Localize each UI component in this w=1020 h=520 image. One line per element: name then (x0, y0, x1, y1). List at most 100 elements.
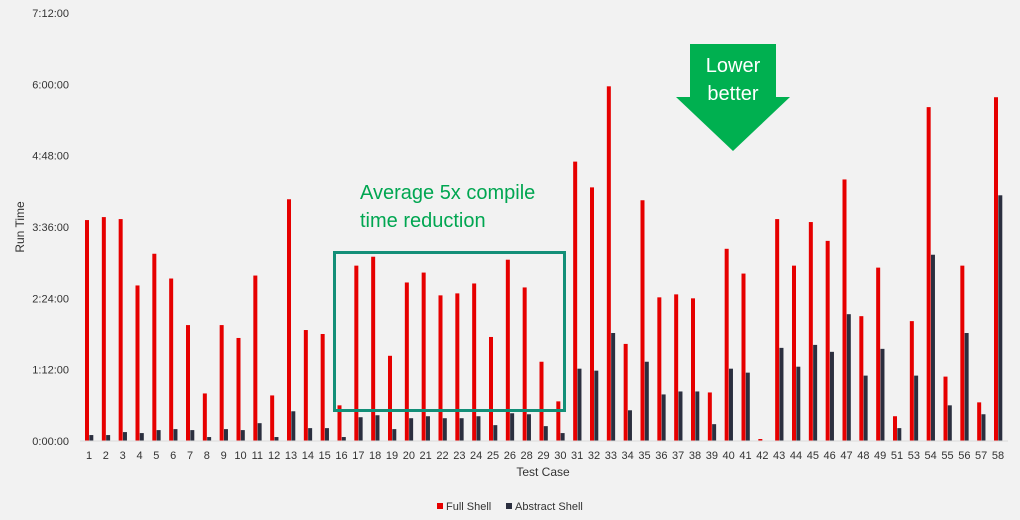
bar-abstract-shell (274, 437, 279, 441)
x-tick-label: 7 (187, 450, 193, 462)
x-tick-label: 33 (605, 450, 617, 462)
x-tick-label: 8 (204, 450, 210, 462)
bar-abstract-shell (813, 344, 818, 441)
x-tick-label: 56 (958, 450, 970, 462)
bar-full-shell (202, 393, 207, 441)
bar-full-shell (320, 334, 325, 441)
bar-full-shell (657, 297, 662, 441)
bar-full-shell (893, 416, 897, 441)
legend-label-abstract-shell: Abstract Shell (515, 501, 583, 513)
x-tick-label: 46 (824, 450, 836, 462)
bar-full-shell (775, 219, 780, 441)
y-axis-title: Run Time (13, 201, 27, 253)
bar-full-shell (236, 337, 241, 441)
x-tick-label: 9 (221, 450, 227, 462)
bar-abstract-shell (223, 429, 228, 441)
bar-abstract-shell (779, 347, 784, 441)
bar-full-shell (303, 330, 308, 441)
x-tick-label: 34 (622, 450, 634, 462)
bar-full-shell (455, 293, 460, 441)
y-tick-label: 0:00:00 (32, 436, 69, 448)
bar-abstract-shell (257, 423, 262, 441)
bar-abstract-shell (745, 372, 750, 441)
bar-full-shell (623, 343, 628, 441)
bar-abstract-shell (358, 417, 363, 441)
bar-abstract-shell (240, 430, 245, 441)
highlight-box (333, 251, 566, 412)
down-arrow-icon (676, 44, 790, 151)
bar-full-shell (758, 439, 763, 441)
x-axis-title: Test Case (516, 465, 570, 479)
bar-abstract-shell (981, 414, 986, 441)
bar-abstract-shell (627, 410, 632, 441)
y-tick-label: 7:12:00 (32, 8, 69, 20)
x-tick-label: 37 (672, 450, 684, 462)
bar-full-shell (421, 272, 426, 441)
x-tick-label: 30 (554, 450, 566, 462)
x-tick-label: 43 (773, 450, 785, 462)
bar-abstract-shell (476, 416, 481, 441)
bar-full-shell (287, 199, 291, 441)
bar-full-shell (926, 107, 931, 442)
bar-abstract-shell (341, 437, 346, 441)
bar-full-shell (876, 267, 881, 441)
bar-full-shell (909, 321, 914, 441)
bar-abstract-shell (930, 254, 935, 441)
x-tick-label: 39 (706, 450, 718, 462)
box-note-line1: Average 5x compile (360, 182, 535, 204)
x-tick-label: 51 (891, 450, 903, 462)
bar-full-shell (994, 97, 998, 442)
x-tick-label: 26 (504, 450, 516, 462)
x-tick-label: 32 (588, 450, 600, 462)
bar-full-shell (556, 401, 561, 441)
x-tick-label: 41 (739, 450, 751, 462)
bar-abstract-shell (291, 411, 296, 441)
bar-full-shell (825, 240, 830, 441)
bar-full-shell (253, 275, 258, 441)
bar-full-shell (943, 376, 948, 441)
bar-full-shell (101, 217, 106, 441)
bar-full-shell (404, 282, 409, 441)
bar-full-shell (539, 361, 544, 441)
bar-full-shell (472, 283, 477, 441)
bar-abstract-shell (695, 391, 700, 441)
bar-abstract-shell (897, 428, 902, 441)
x-tick-label: 21 (420, 450, 432, 462)
bar-abstract-shell (493, 425, 498, 441)
legend: Full Shell Abstract Shell (437, 501, 583, 513)
lower-better-arrow: Lower better (676, 44, 790, 151)
bar-abstract-shell (846, 314, 851, 441)
bar-full-shell (792, 265, 796, 441)
bar-full-shell (522, 287, 527, 441)
x-tick-label: 12 (268, 450, 280, 462)
bar-full-shell (606, 86, 611, 441)
x-tick-label: 54 (925, 450, 937, 462)
bar-full-shell (691, 298, 695, 441)
bar-full-shell (388, 355, 392, 441)
x-tick-label: 49 (874, 450, 886, 462)
arrow-line1: Lower (706, 55, 761, 77)
bar-abstract-shell (611, 333, 616, 441)
bar-abstract-shell (207, 437, 212, 441)
bar-full-shell (707, 392, 712, 441)
x-tick-label: 25 (487, 450, 499, 462)
y-tick-label: 1:12:00 (32, 365, 69, 377)
x-tick-label: 11 (252, 450, 263, 462)
x-tick-label: 45 (807, 450, 819, 462)
bar-full-shell (741, 273, 746, 441)
bar-abstract-shell (459, 418, 464, 441)
bar-abstract-shell (560, 433, 565, 441)
bar-full-shell (186, 325, 190, 441)
x-tick-label: 1 (86, 450, 92, 462)
bar-full-shell (337, 405, 342, 441)
x-tick-label: 31 (571, 450, 583, 462)
x-tick-label: 28 (521, 450, 533, 462)
x-tick-label: 24 (470, 450, 482, 462)
bar-full-shell (977, 402, 982, 441)
bar-abstract-shell (526, 414, 531, 441)
bar-abstract-shell (863, 375, 868, 441)
bar-abstract-shell (964, 333, 969, 441)
bar-abstract-shell (577, 368, 582, 441)
bar-full-shell (219, 325, 224, 441)
